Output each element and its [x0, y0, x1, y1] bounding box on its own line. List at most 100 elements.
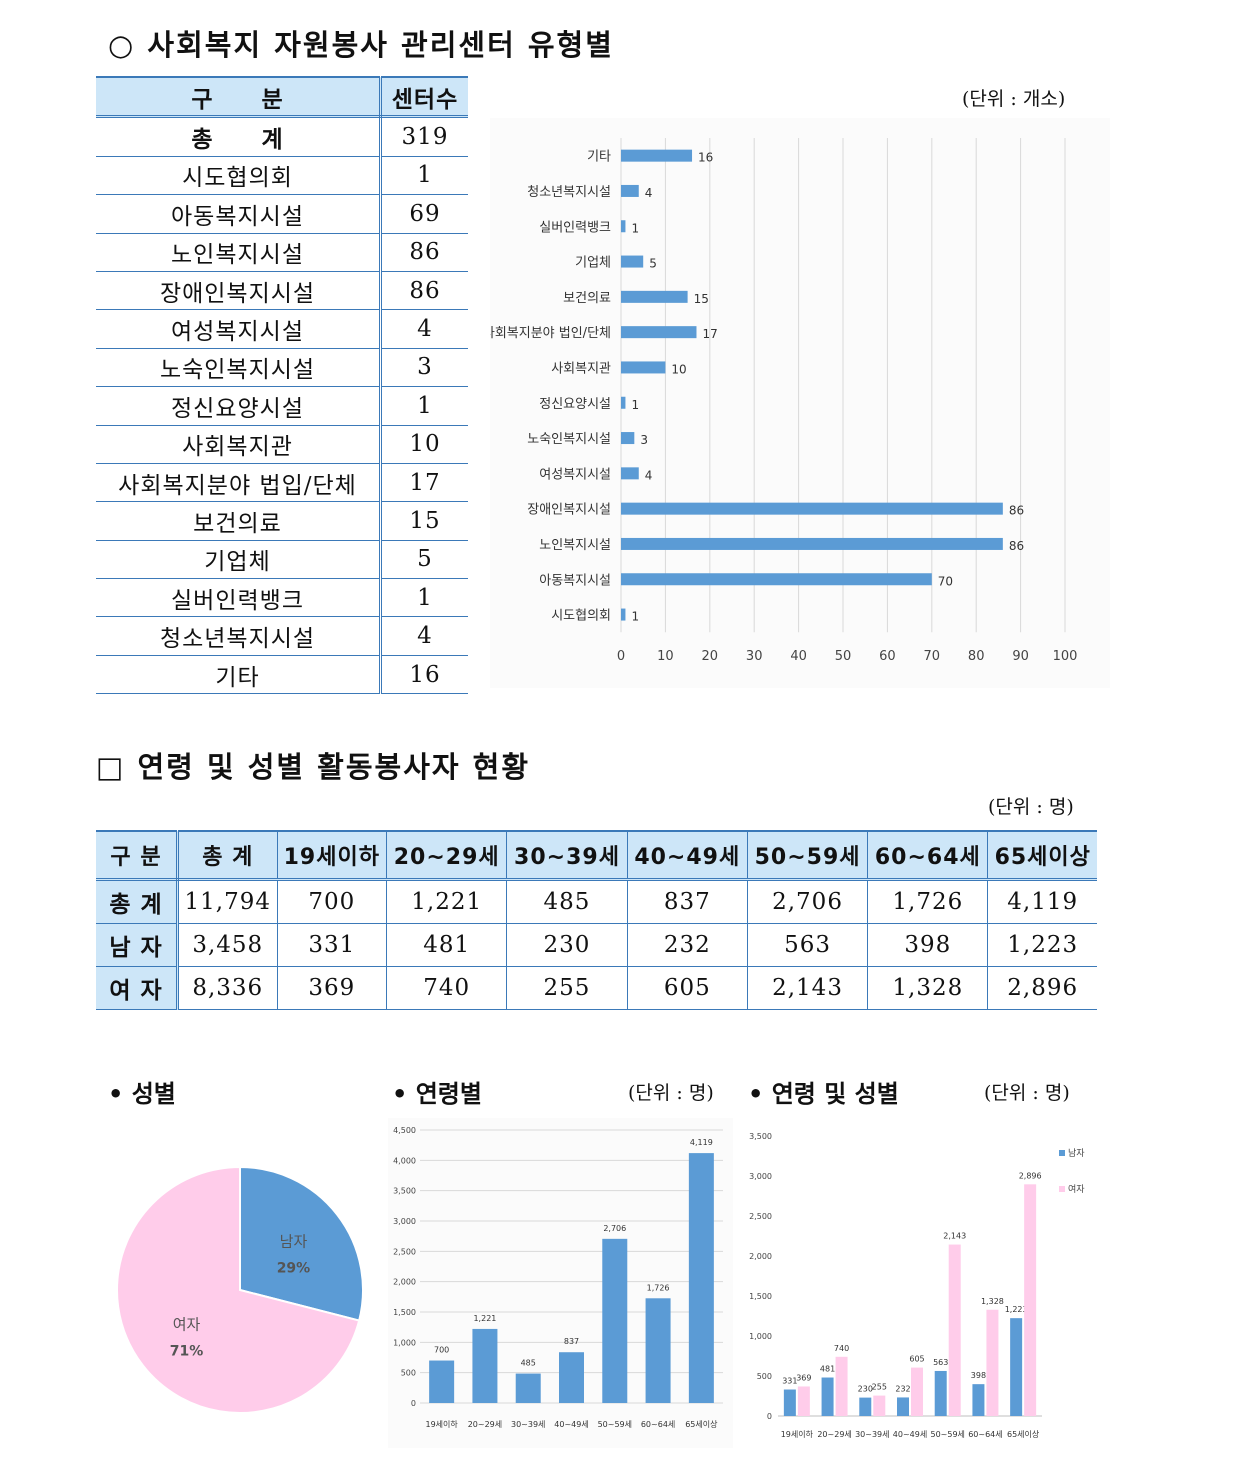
bar: [621, 467, 639, 480]
x-tick-label: 60: [879, 649, 896, 664]
data-label: 15: [694, 292, 709, 306]
data-label: 1,221: [473, 1314, 496, 1323]
category-label: 청소년복지시설: [527, 185, 611, 200]
data-label: 86: [1009, 504, 1024, 518]
row-value: 15: [380, 501, 468, 541]
x-tick-label: 40~49세: [893, 1430, 927, 1439]
row-label: 장애인복지시설: [96, 271, 382, 311]
bar: [621, 255, 644, 268]
x-tick-label: 50~59세: [930, 1430, 964, 1439]
bar: [621, 290, 688, 303]
row-label: 사회복지관: [96, 425, 382, 464]
col-header: 65세이상: [987, 830, 1097, 881]
table-cell: 369: [277, 966, 388, 1010]
slice-percent: 29%: [277, 1261, 311, 1277]
category-label: 사회복지관: [551, 361, 611, 376]
col-header: 19세이하: [277, 830, 388, 881]
x-tick-label: 50: [835, 649, 852, 664]
category-label: 사회복지분야 법인/단체: [490, 326, 611, 341]
x-tick-label: 50~59세: [598, 1420, 632, 1429]
bar: [783, 1389, 796, 1416]
age-gender-chart-title: • 연령 및 성별: [748, 1080, 899, 1108]
table-row: 기타 16: [96, 655, 468, 695]
y-tick-label: 1,500: [393, 1308, 416, 1317]
table-cell: 1,328: [867, 966, 989, 1010]
data-label: 16: [698, 151, 713, 165]
col-header-count: 센터수: [380, 76, 468, 119]
row-header: 남 자: [96, 923, 179, 967]
y-tick-label: 2,000: [749, 1252, 772, 1261]
x-tick-label: 30~39세: [855, 1430, 889, 1439]
table-cell: 4,119: [987, 879, 1097, 924]
table-cell: 331: [277, 923, 388, 967]
table-cell: 1,221: [386, 879, 508, 924]
y-tick-label: 0: [767, 1412, 772, 1421]
table-row: 보건의료 15: [96, 501, 468, 541]
data-label: 4,119: [690, 1138, 713, 1147]
table-cell: 563: [747, 923, 869, 967]
bar: [1024, 1184, 1037, 1416]
table-cell: 485: [506, 879, 628, 924]
data-label: 5: [649, 257, 657, 271]
x-tick-label: 80: [968, 649, 985, 664]
data-label: 837: [564, 1337, 579, 1346]
table-cell: 11,794: [177, 879, 278, 924]
bar: [559, 1352, 584, 1403]
data-label: 1: [631, 398, 639, 412]
age-gender-bar-chart: 0 500 1,000 1,500 2,000 2,500 3,000 3,500 331369…: [749, 1132, 1085, 1439]
bar: [897, 1397, 909, 1416]
data-label: 485: [521, 1359, 536, 1368]
y-tick-label: 0: [411, 1399, 416, 1408]
section1-title: ○ 사회복지 자원봉사 관리센터 유형별: [108, 28, 614, 62]
row-label: 아동복지시설: [96, 194, 382, 234]
table-cell: 2,896: [987, 966, 1097, 1010]
row-label: 청소년복지시설: [96, 616, 382, 656]
x-tick-label: 100: [1053, 649, 1078, 664]
row-value: 69: [380, 194, 468, 234]
row-value: 1: [380, 578, 468, 618]
table-row: 노숙인복지시설 3: [96, 348, 468, 388]
data-label: 1: [631, 221, 639, 235]
x-tick-label: 10: [657, 649, 674, 664]
table-cell: 232: [627, 923, 748, 967]
bar: [621, 502, 1003, 515]
data-label: 398: [971, 1371, 986, 1380]
bar: [645, 1298, 671, 1403]
bar: [986, 1309, 999, 1416]
category-label: 보건의료: [563, 291, 611, 306]
col-header: 40~49세: [627, 830, 748, 881]
data-label: 700: [434, 1346, 449, 1355]
data-label: 481: [820, 1365, 835, 1374]
bar: [621, 537, 1003, 550]
slice-label: 여자: [173, 1315, 201, 1333]
data-label: 232: [895, 1384, 910, 1393]
row-label: 기업체: [96, 540, 382, 580]
y-tick-label: 4,500: [393, 1126, 416, 1135]
bar: [797, 1386, 810, 1416]
y-tick-label: 1,000: [393, 1338, 416, 1347]
bar: [972, 1384, 985, 1416]
row-header: 여 자: [96, 966, 179, 1010]
table-cell: 8,336: [177, 966, 278, 1010]
bar: [621, 573, 932, 586]
slice-percent: 71%: [170, 1343, 204, 1359]
section2-title: □ 연령 및 성별 활동봉사자 현황: [96, 750, 531, 784]
x-tick-label: 19세이하: [426, 1419, 459, 1429]
row-label: 시도협의회: [96, 156, 382, 196]
age-bar-chart: 0 500 1,000 1,500 2,000 2,500 3,000 3,500 4,000 4…: [388, 1118, 733, 1448]
y-tick-label: 2,500: [749, 1212, 772, 1221]
col-header: 20~29세: [386, 830, 508, 881]
x-tick-label: 40: [790, 649, 807, 664]
category-label: 실버인력뱅크: [539, 220, 611, 235]
table-row: 장애인복지시설 86: [96, 271, 468, 311]
table-row: 청소년복지시설 4: [96, 616, 468, 656]
row-label: 실버인력뱅크: [96, 578, 382, 618]
bar: [911, 1367, 923, 1416]
bar: [621, 361, 666, 374]
row-label: 여성복지시설: [96, 309, 382, 349]
bar: [621, 149, 693, 162]
row-value: 16: [380, 655, 468, 695]
category-label: 노인복지시설: [539, 538, 611, 553]
